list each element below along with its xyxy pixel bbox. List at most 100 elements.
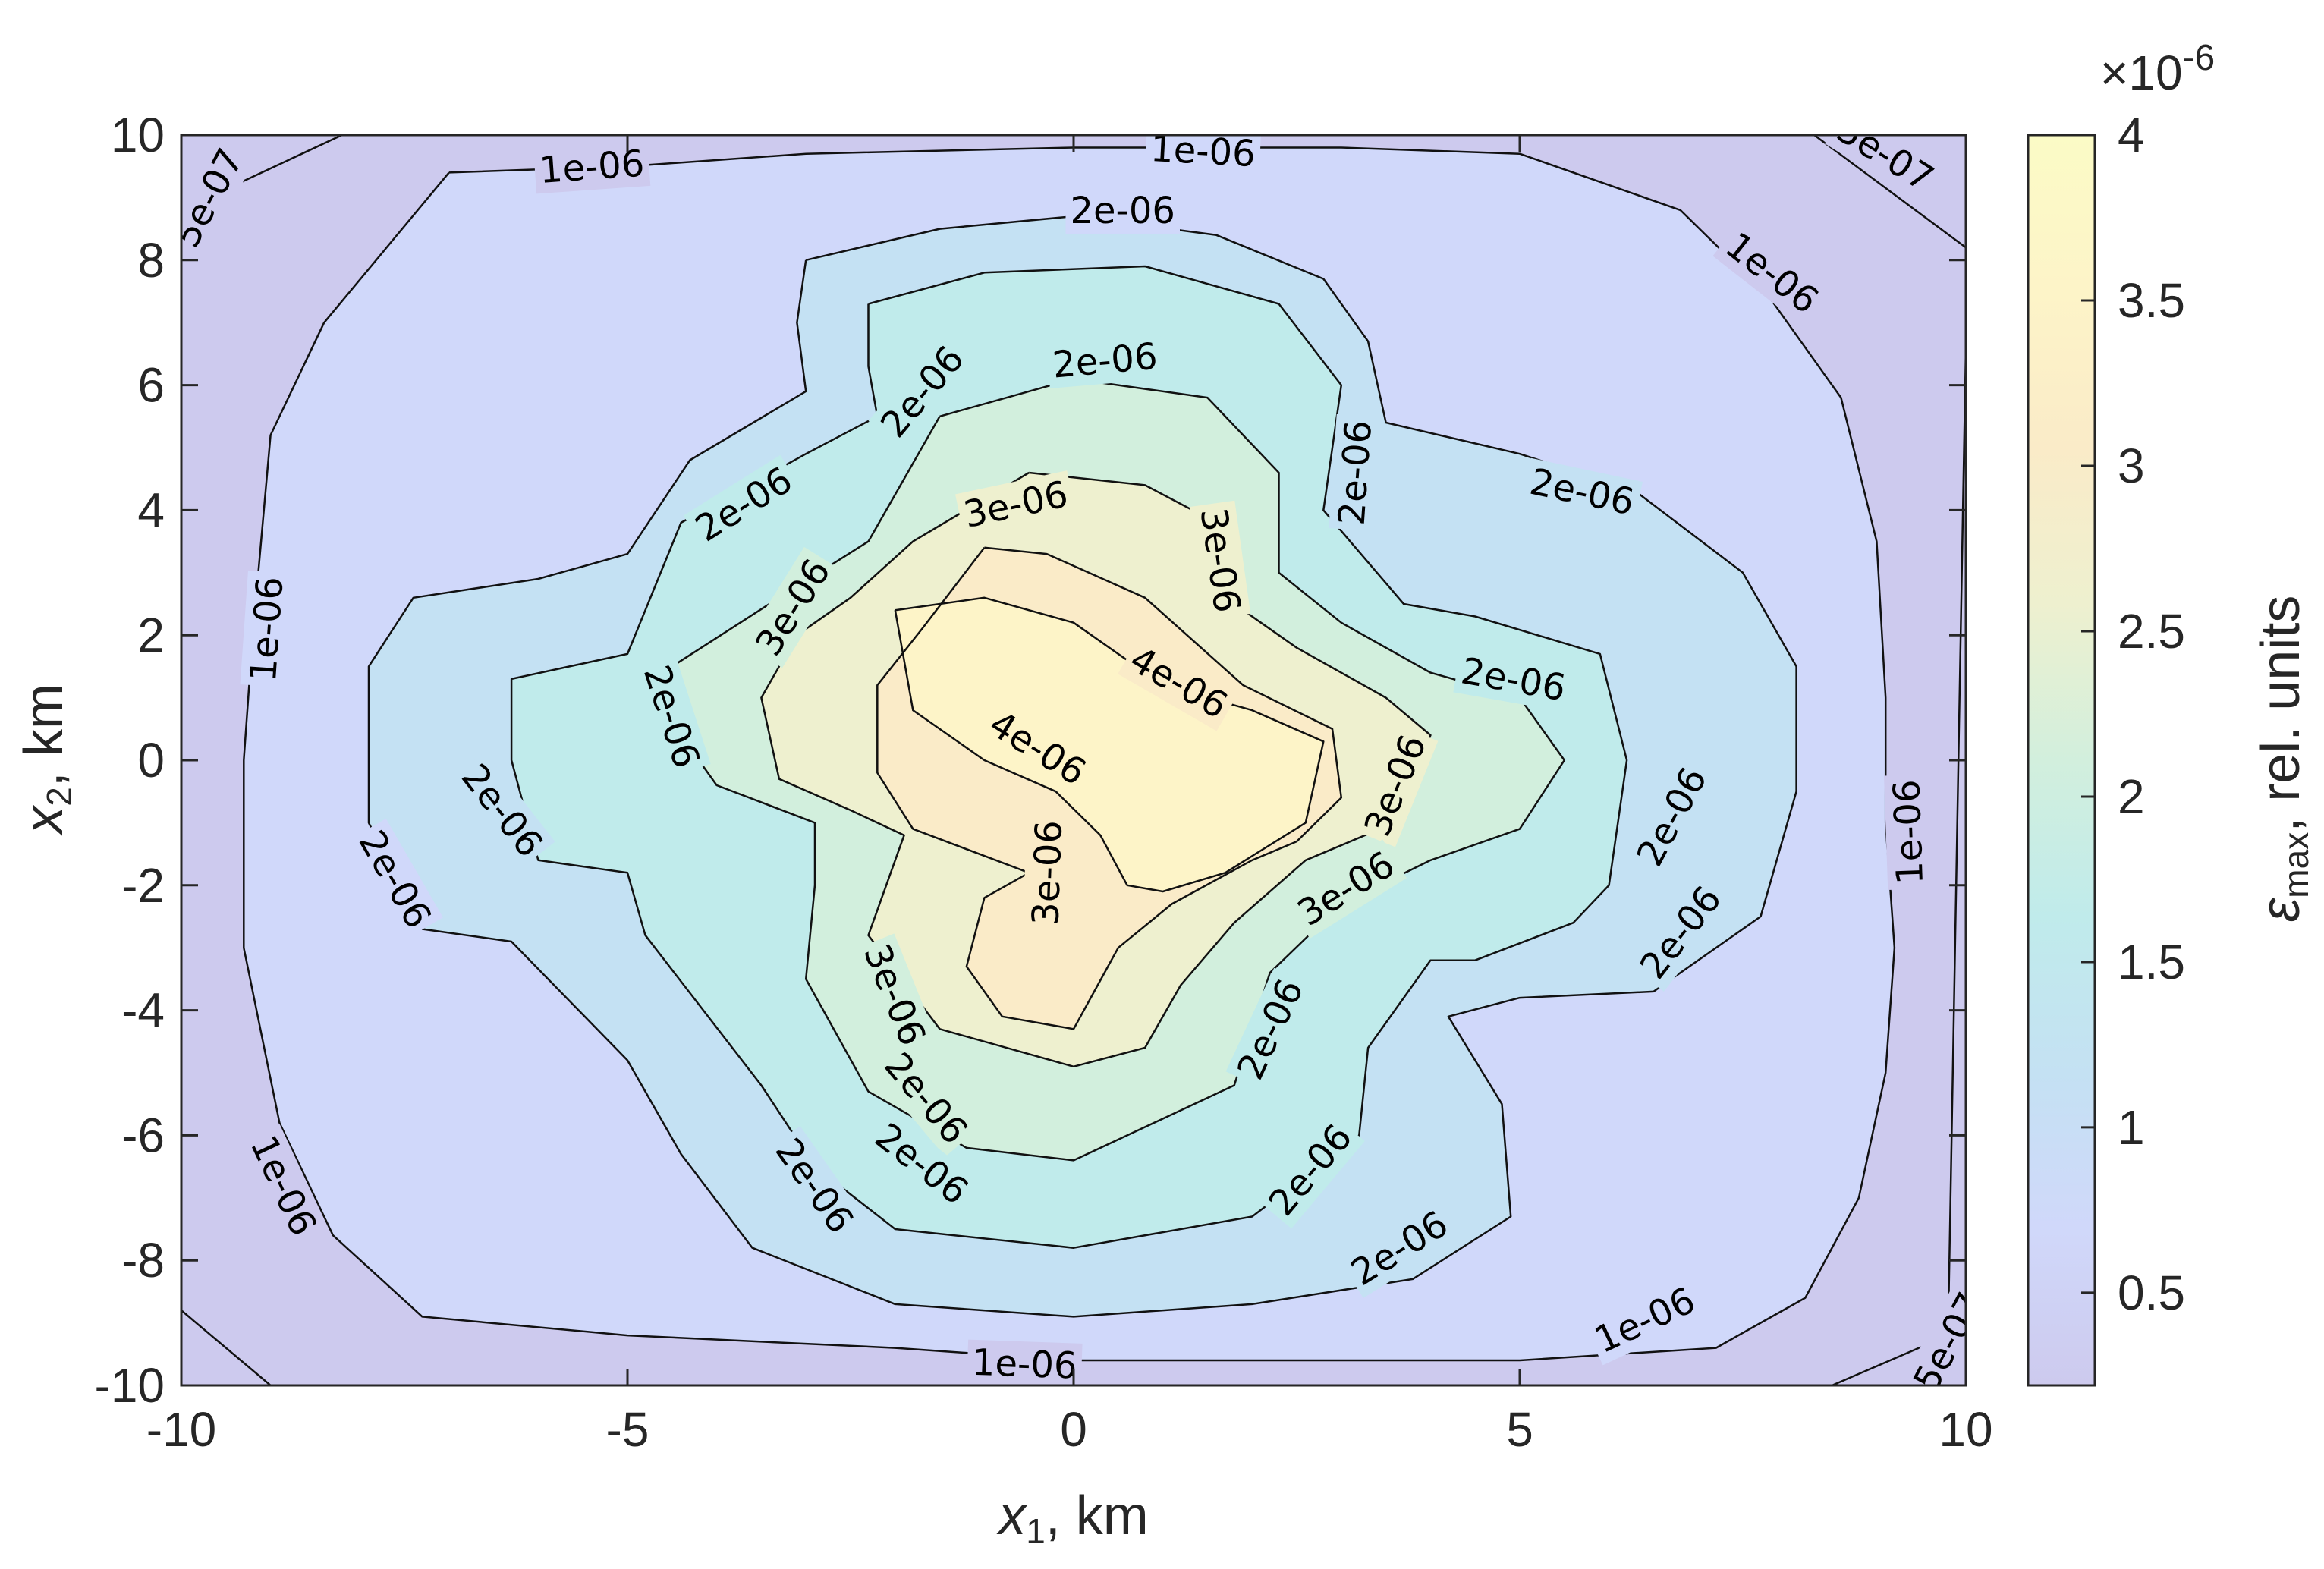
contour-label-background bbox=[868, 333, 977, 451]
contour-line bbox=[1813, 135, 1966, 249]
y-axis-ticks: -10 -8 -6 -4 -2 0 2 4 6 8 10 bbox=[95, 108, 1966, 1413]
colorbar-tick-label: 0.5 bbox=[2118, 1266, 2185, 1320]
contour-label-background bbox=[1583, 1275, 1706, 1366]
contour-line bbox=[367, 215, 1797, 1318]
contour-label-background bbox=[1189, 500, 1251, 621]
contour-label-background bbox=[1824, 135, 1946, 204]
colorbar-label-symbol: ε bbox=[2250, 897, 2311, 922]
contour-label-background bbox=[1065, 187, 1180, 234]
contour-label-background bbox=[632, 655, 711, 778]
colorbar-tick-label: 2 bbox=[2118, 769, 2145, 824]
contour-label: 1e-06 bbox=[240, 570, 294, 688]
x-tick-label: -5 bbox=[606, 1402, 649, 1457]
y-tick-label: 6 bbox=[137, 358, 165, 413]
contour-label-background bbox=[1712, 220, 1831, 327]
x-tick-label: 5 bbox=[1506, 1402, 1533, 1457]
colorbar-tick-label: 4 bbox=[2118, 108, 2145, 162]
x-axis-label-symbol: x bbox=[996, 1486, 1028, 1546]
contour-label-background bbox=[1285, 839, 1407, 939]
contour-label-background bbox=[1144, 135, 1262, 178]
contour-label-text: 1e-06 bbox=[242, 575, 292, 683]
x-tick-label: 0 bbox=[1060, 1402, 1087, 1457]
contour-label-background bbox=[862, 1111, 981, 1218]
y-axis-label: x2, km bbox=[14, 684, 79, 836]
contour-label: 1e-06 bbox=[1144, 127, 1262, 178]
contour-label-background bbox=[533, 140, 651, 194]
contour-label-background bbox=[1023, 815, 1073, 931]
y-tick-label: 10 bbox=[111, 108, 165, 162]
x-tick-label: 10 bbox=[1939, 1402, 1992, 1457]
y-tick-label: -4 bbox=[121, 983, 165, 1038]
contour-label-background bbox=[763, 1126, 866, 1246]
contour-label-background bbox=[1256, 1112, 1365, 1229]
contour-label-background bbox=[976, 699, 1099, 798]
x-axis-label-sub: 1 bbox=[1026, 1511, 1046, 1551]
contour-label-text: 2e-06 bbox=[1331, 419, 1381, 527]
y-axis-label-sub: 2 bbox=[39, 787, 79, 807]
colorbar-label: εmax, rel. units bbox=[2250, 596, 2316, 923]
contour-label: 1e-06 bbox=[967, 1339, 1083, 1388]
contour-line bbox=[876, 546, 1343, 1030]
contour-label-background bbox=[683, 454, 805, 555]
contour-label-background bbox=[1453, 647, 1574, 712]
contour-label-background bbox=[1353, 724, 1439, 847]
contour-label-background bbox=[1046, 333, 1164, 389]
colorbar-tick-label: 2.5 bbox=[2118, 604, 2185, 659]
colorbar-tick-label: 1.5 bbox=[2118, 935, 2185, 989]
colorbar-tick-label: 3 bbox=[2118, 439, 2145, 493]
contour-label-background bbox=[744, 546, 843, 668]
colorbar-tick-label: 3.5 bbox=[2118, 273, 2185, 328]
contour-label-text: 3e-06 bbox=[1024, 819, 1071, 926]
y-axis-label-symbol: x bbox=[14, 804, 74, 836]
colorbar-ticks: 0.5 1 1.5 2 2.5 3 3.5 4 bbox=[2081, 108, 2185, 1320]
contour-label: 2e-06 bbox=[1046, 333, 1164, 389]
contour-label: 2e-06 bbox=[1329, 413, 1382, 532]
contour-label-text: 1e-06 bbox=[1149, 127, 1256, 175]
contour-label-text: 1e-06 bbox=[971, 1341, 1077, 1388]
contour-label-background bbox=[1329, 413, 1382, 532]
contour-label-text: 2e-06 bbox=[1070, 190, 1175, 232]
contour-label-background bbox=[1225, 967, 1316, 1091]
contour-label-background bbox=[346, 818, 443, 941]
contour-label: 2e-06 bbox=[1065, 187, 1180, 234]
contour-label-background bbox=[1339, 1199, 1461, 1298]
contour-label: 3e-06 bbox=[955, 470, 1077, 539]
colorbar-exponent: ×10-6 bbox=[2100, 38, 2215, 100]
contour-label-background bbox=[181, 137, 256, 259]
y-tick-label: 4 bbox=[137, 483, 165, 537]
x-tick-label: -10 bbox=[146, 1402, 217, 1457]
y-tick-label: -8 bbox=[121, 1233, 165, 1288]
contour-label-background bbox=[1901, 1281, 1966, 1385]
x-axis-ticks: -10 -5 0 5 10 bbox=[146, 135, 1993, 1457]
y-tick-label: -6 bbox=[121, 1108, 165, 1162]
contour-line bbox=[243, 146, 1896, 1362]
contour-label-background bbox=[240, 570, 294, 688]
x-axis-label: x1, km bbox=[996, 1486, 1149, 1551]
colorbar-exponent-power: -6 bbox=[2183, 38, 2216, 78]
contour-label-background bbox=[1883, 774, 1934, 890]
contour-label-text: 1e-06 bbox=[538, 142, 646, 192]
contour-line bbox=[760, 471, 1432, 1068]
contour-label: 1e-06 bbox=[533, 140, 651, 194]
colorbar-label-sub: max bbox=[2276, 832, 2316, 898]
y-tick-label: -2 bbox=[121, 858, 165, 913]
y-axis-label-unit: , km bbox=[14, 684, 74, 787]
contour-label-background bbox=[1627, 873, 1734, 992]
colorbar-exponent-base: ×10 bbox=[2100, 46, 2183, 100]
y-tick-label: -10 bbox=[95, 1358, 165, 1413]
contour-label-background bbox=[851, 933, 937, 1057]
y-tick-label: 2 bbox=[137, 608, 165, 662]
colorbar-label-unit: , rel. units bbox=[2250, 596, 2311, 832]
y-tick-label: 0 bbox=[137, 733, 165, 788]
x-axis-label-unit: , km bbox=[1046, 1486, 1149, 1546]
contour-label-background bbox=[448, 751, 555, 870]
contour-label-background bbox=[1624, 756, 1719, 879]
contour-label-background bbox=[1521, 457, 1643, 527]
contour-label-background bbox=[967, 1339, 1083, 1385]
contour-label-text: 1e-06 bbox=[1885, 779, 1932, 885]
contour-line bbox=[181, 1310, 272, 1385]
contour-label-background bbox=[871, 1039, 980, 1157]
colorbar-tick-label: 1 bbox=[2118, 1100, 2145, 1155]
